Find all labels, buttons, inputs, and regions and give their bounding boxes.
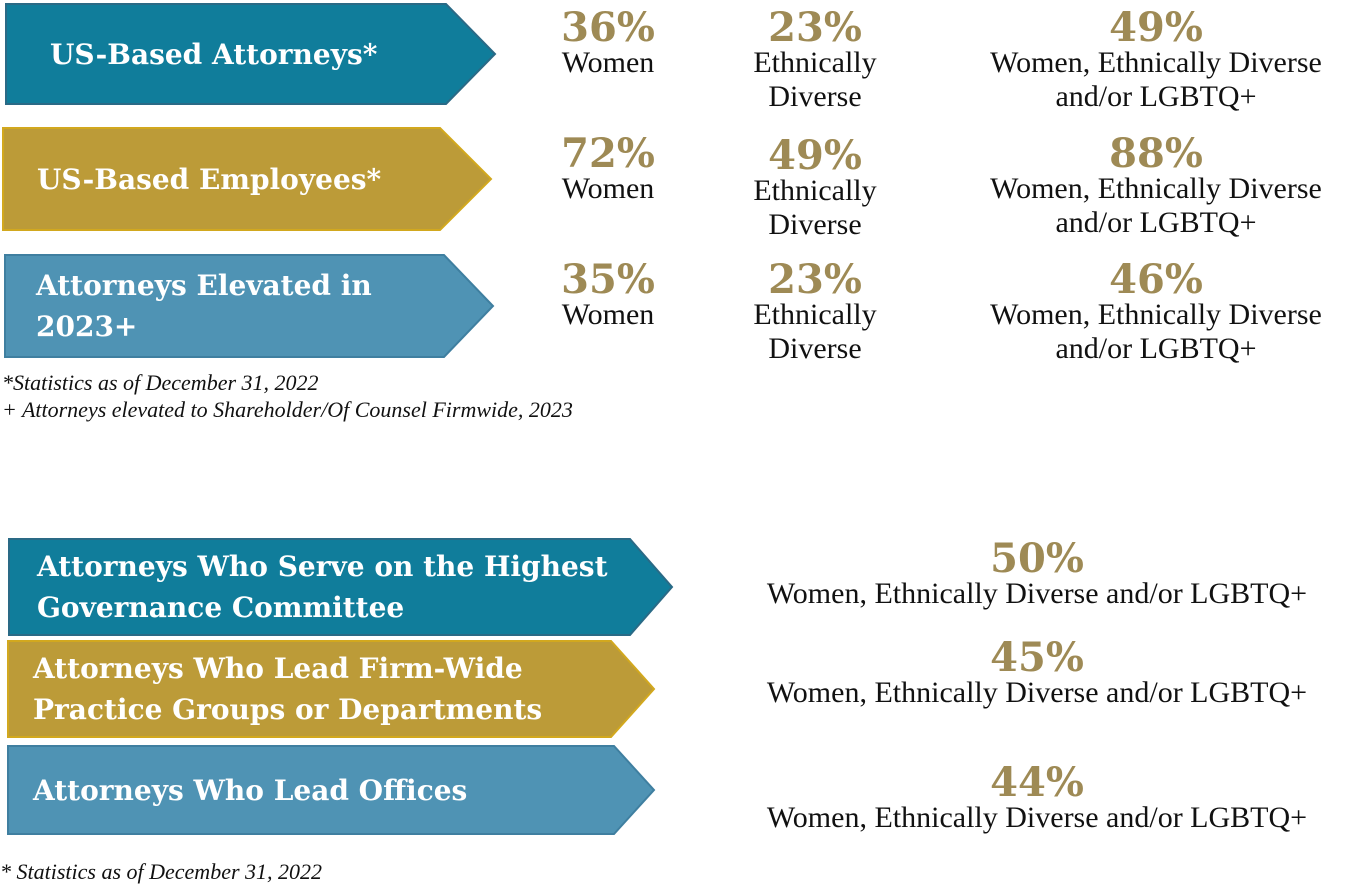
stat-percentage: 49% (768, 132, 862, 179)
stat-description: Women (561, 172, 655, 205)
stat-description: Women, Ethnically Diverse and/or LGBTQ+ (766, 801, 1308, 834)
footnote-elevated: + Attorneys elevated to Shareholder/Of C… (2, 397, 573, 422)
stat-employees-ethnic: 49% Ethnically Diverse (725, 132, 905, 242)
stat-employees-combined: 88% Women, Ethnically Diverse and/or LGB… (970, 130, 1342, 240)
stat-attorneys-combined: 49% Women, Ethnically Diverse and/or LGB… (970, 4, 1342, 114)
arrow-lead-offices: Attorneys Who Lead Offices (7, 745, 657, 835)
arrow-shape (4, 254, 495, 358)
stat-percentage: 46% (1109, 256, 1203, 303)
stat-description: and/or LGBTQ+ (1055, 80, 1257, 113)
stat-percentage: 49% (1109, 4, 1203, 51)
stat-percentage: 45% (990, 634, 1084, 681)
row-label: US-Based Attorneys* (50, 37, 378, 71)
stat-description: Women, Ethnically Diverse (990, 46, 1322, 79)
stat-attorneys-ethnic: 23% Ethnically Diverse (725, 4, 905, 114)
stat-percentage: 44% (990, 759, 1084, 806)
row-label: Attorneys Who Lead Firm-Wide Practice Gr… (33, 652, 543, 726)
arrow-us-based-attorneys: US-Based Attorneys* (5, 3, 497, 105)
stat-description: Diverse (768, 332, 862, 365)
arrow-governance-committee: Attorneys Who Serve on the Highest Gover… (8, 538, 674, 636)
stat-percentage: 88% (1109, 130, 1203, 177)
arrow-shape (8, 538, 674, 636)
stat-practice-groups: 45% Women, Ethnically Diverse and/or LGB… (737, 634, 1337, 710)
stat-description: Women (561, 298, 655, 331)
stat-description: Women (561, 46, 655, 79)
stat-governance: 50% Women, Ethnically Diverse and/or LGB… (737, 535, 1337, 611)
stat-description: Ethnically (753, 46, 877, 79)
stat-percentage: 23% (768, 4, 862, 51)
stat-description: Women, Ethnically Diverse and/or LGBTQ+ (766, 676, 1308, 709)
stat-employees-women: 72% Women (528, 130, 688, 206)
stat-description: and/or LGBTQ+ (1055, 332, 1257, 365)
arrow-shape (7, 745, 656, 835)
stat-description: Women, Ethnically Diverse (990, 298, 1322, 331)
arrow-shape (5, 3, 497, 105)
stat-elevated-ethnic: 23% Ethnically Diverse (725, 256, 905, 366)
arrow-practice-groups: Attorneys Who Lead Firm-Wide Practice Gr… (7, 640, 657, 738)
stat-description: Women, Ethnically Diverse (990, 172, 1322, 205)
stat-description: Ethnically (753, 174, 877, 207)
arrow-attorneys-elevated: Attorneys Elevated in 2023+ (4, 254, 496, 358)
stat-description: and/or LGBTQ+ (1055, 206, 1257, 239)
row-label: Attorneys Who Serve on the Highest Gover… (37, 550, 608, 624)
stat-description: Women, Ethnically Diverse and/or LGBTQ+ (766, 577, 1308, 610)
stat-description: Diverse (768, 208, 862, 241)
stat-percentage: 35% (561, 256, 655, 303)
stat-percentage: 23% (768, 256, 862, 303)
arrow-us-based-employees: US-Based Employees* (2, 127, 494, 231)
arrow-shape (2, 127, 493, 231)
stat-description: Diverse (768, 80, 862, 113)
stat-percentage: 36% (561, 4, 655, 51)
row-label: Attorneys Elevated in 2023+ (36, 269, 372, 343)
stat-description: Ethnically (753, 298, 877, 331)
row-label: Attorneys Who Lead Offices (33, 773, 468, 807)
stat-attorneys-women: 36% Women (528, 4, 688, 80)
row-label: US-Based Employees* (37, 162, 382, 196)
stat-lead-offices: 44% Women, Ethnically Diverse and/or LGB… (737, 759, 1337, 835)
footnote-statistics-date-bottom: * Statistics as of December 31, 2022 (0, 859, 323, 884)
arrow-shape (7, 640, 656, 738)
footnote-statistics-date: *Statistics as of December 31, 2022 (2, 370, 319, 395)
stat-percentage: 50% (990, 535, 1084, 582)
stat-elevated-combined: 46% Women, Ethnically Diverse and/or LGB… (970, 256, 1342, 366)
stat-elevated-women: 35% Women (528, 256, 688, 332)
stat-percentage: 72% (561, 130, 655, 177)
